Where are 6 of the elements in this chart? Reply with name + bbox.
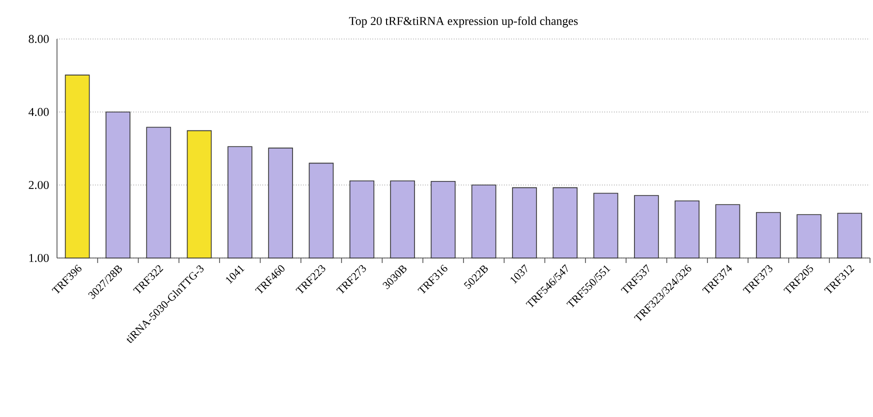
y-tick-label: 4.00 [28, 108, 49, 116]
y-tick-label: 1.00 [29, 254, 49, 262]
chart-title: Top 20 tRF&tiRNA expression up-fold changes [349, 16, 578, 28]
y-tick-label: 8.00 [28, 34, 49, 44]
y-tick-label: 2.00 [28, 180, 49, 190]
x-tick-label: 1041 [226, 265, 245, 284]
